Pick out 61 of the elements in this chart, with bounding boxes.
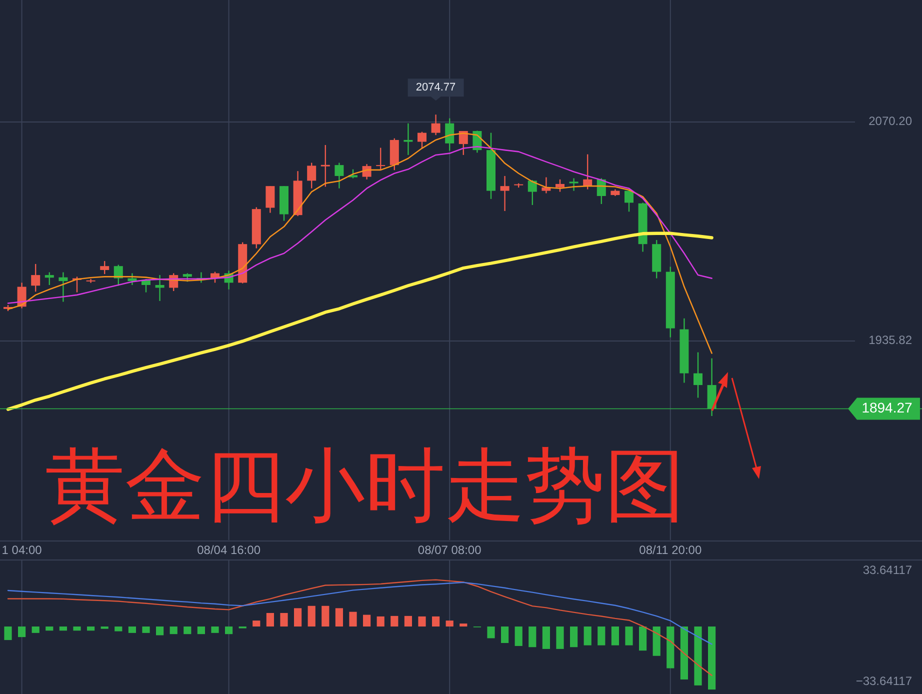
x-tick-label: 08/07 08:00 (418, 543, 482, 557)
bar (225, 626, 233, 634)
bar (680, 626, 688, 680)
bar (59, 626, 67, 631)
bar (308, 606, 316, 627)
bar (280, 612, 288, 627)
bar (349, 612, 357, 627)
bar (694, 626, 702, 686)
title: 黄金四小时走势图 (45, 441, 685, 530)
bar (266, 612, 274, 627)
bar (432, 616, 440, 627)
bar (528, 626, 536, 648)
bar (460, 624, 468, 627)
bar (652, 626, 660, 656)
y-tick-label: 1935.82 (868, 333, 912, 348)
bar (446, 620, 454, 627)
bar (32, 626, 40, 633)
bar (598, 626, 606, 646)
y-tick-label: 33.64117 (862, 563, 912, 578)
bar (611, 626, 619, 646)
bar (156, 626, 164, 636)
bar (542, 626, 550, 649)
bar (87, 626, 95, 631)
bar (170, 626, 178, 634)
bar (376, 616, 384, 627)
bar (390, 616, 398, 627)
bar (418, 616, 426, 627)
x-tick-label: 08/04 16:00 (197, 543, 261, 557)
bar (322, 606, 330, 627)
bar (666, 626, 674, 668)
y-tick-label: −33.64117 (856, 674, 912, 688)
bar (4, 626, 12, 640)
bar (487, 626, 495, 638)
bar (501, 626, 509, 644)
bar (570, 626, 578, 648)
bar (639, 626, 647, 651)
bar (128, 626, 136, 633)
annotation: 2074.77 (416, 82, 456, 94)
bar (335, 608, 343, 627)
bar (363, 614, 371, 627)
bar (211, 626, 219, 633)
bar (708, 626, 716, 690)
y-tick-label: 2070.20 (868, 114, 912, 128)
bar (184, 626, 192, 634)
bar (46, 626, 54, 631)
bar (114, 626, 122, 632)
bar (514, 626, 522, 646)
ref-line-label: 1894.27 (862, 399, 913, 416)
bar (142, 626, 150, 633)
annotation: 2074.77 (408, 78, 464, 101)
bar (625, 626, 633, 646)
bar (252, 620, 260, 627)
bar (73, 626, 81, 631)
bar (18, 626, 26, 638)
bar (294, 608, 302, 627)
bar (197, 626, 205, 634)
bar (584, 626, 592, 646)
bar (404, 616, 412, 627)
x-tick-label: 08/11 20:00 (639, 543, 702, 557)
x-tick-label: 1 04:00 (2, 543, 42, 557)
bar (556, 626, 564, 649)
